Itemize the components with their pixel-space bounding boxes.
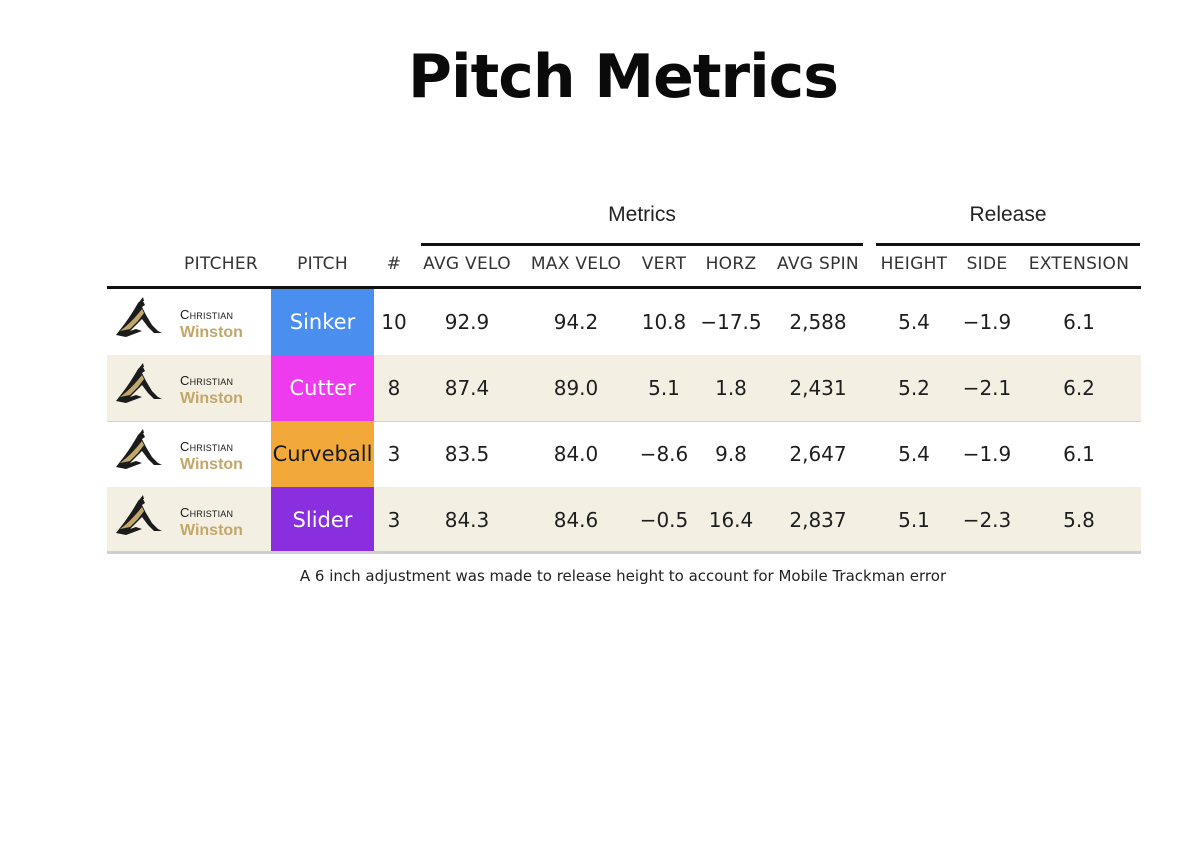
cell-max-velo: 94.2	[553, 310, 599, 334]
pitcher-last-name: Winston	[180, 324, 243, 341]
cell-avg-spin: 2,837	[789, 508, 847, 532]
pitch-type-cell: Sinker	[271, 289, 374, 355]
table-row: Christian Winston Cutter 8 87.4 89.0 5.1 1.8 2,4…	[107, 355, 1141, 421]
cell-height: 5.1	[898, 508, 930, 532]
pitcher-name: Christian Winston	[180, 372, 243, 408]
column-header-pitch: PITCH	[297, 254, 348, 274]
group-label-metrics: Metrics	[608, 203, 676, 226]
cell-avg-velo: 87.4	[444, 376, 490, 400]
cell-side: −2.1	[962, 376, 1012, 400]
group-line-metrics	[421, 243, 863, 246]
cell-avg-velo: 83.5	[444, 442, 490, 466]
cell-avg-velo: 84.3	[444, 508, 490, 532]
header-rule	[107, 286, 1141, 289]
pitcher-first-name: Christian	[180, 307, 234, 322]
column-header-horz: HORZ	[705, 254, 757, 274]
column-header-count: #	[386, 254, 402, 274]
cell-extension: 6.1	[1063, 442, 1095, 466]
pitcher-first-name: Christian	[180, 505, 234, 520]
cell-avg-spin: 2,647	[789, 442, 847, 466]
cell-avg-spin: 2,431	[789, 376, 847, 400]
pitch-type-cell: Curveball	[271, 421, 374, 487]
cell-vert: −0.5	[639, 508, 689, 532]
cell-max-velo: 84.0	[553, 442, 599, 466]
cell-height: 5.4	[898, 442, 930, 466]
pitcher-last-name: Winston	[180, 456, 243, 473]
cell-horz: 9.8	[715, 442, 747, 466]
cell-count: 8	[387, 376, 401, 400]
cell-extension: 6.1	[1063, 310, 1095, 334]
table-row: Christian Winston Slider 3 84.3 84.6 −0.5 16.4 2…	[107, 487, 1141, 553]
table-row: Christian Winston Curveball 3 83.5 84.0 −8.6 9.…	[107, 421, 1141, 487]
cell-side: −1.9	[962, 310, 1012, 334]
cell-vert: 10.8	[641, 310, 687, 334]
cell-count: 10	[381, 310, 407, 334]
pitcher-first-name: Christian	[180, 439, 234, 454]
pitch-type-cell: Cutter	[271, 355, 374, 421]
cell-max-velo: 89.0	[553, 376, 599, 400]
pitcher-first-name: Christian	[180, 373, 234, 388]
column-header-pitcher: PITCHER	[184, 254, 258, 274]
cell-max-velo: 84.6	[553, 508, 599, 532]
cell-height: 5.4	[898, 310, 930, 334]
pitcher-last-name: Winston	[180, 522, 243, 539]
cell-vert: 5.1	[648, 376, 680, 400]
column-header-max-velo: MAX VELO	[530, 254, 622, 274]
team-logo-icon	[112, 427, 164, 473]
pitcher-name: Christian Winston	[180, 504, 243, 540]
group-line-release	[876, 243, 1140, 246]
table-bottom-rule	[107, 551, 1141, 554]
cell-side: −1.9	[962, 442, 1012, 466]
team-logo-icon	[112, 361, 164, 407]
cell-extension: 5.8	[1063, 508, 1095, 532]
cell-count: 3	[387, 442, 401, 466]
column-header-height: HEIGHT	[880, 254, 948, 274]
row-divider	[107, 421, 1141, 422]
pitcher-name: Christian Winston	[180, 438, 243, 474]
pitcher-name: Christian Winston	[180, 306, 243, 342]
cell-vert: −8.6	[639, 442, 689, 466]
footnote: A 6 inch adjustment was made to release …	[299, 567, 947, 585]
cell-count: 3	[387, 508, 401, 532]
cell-avg-velo: 92.9	[444, 310, 490, 334]
column-header-extension: EXTENSION	[1028, 254, 1130, 274]
pitcher-last-name: Winston	[180, 390, 243, 407]
column-header-vert: VERT	[641, 254, 687, 274]
column-header-side: SIDE	[966, 254, 1008, 274]
cell-avg-spin: 2,588	[789, 310, 847, 334]
column-header-avg-velo: AVG VELO	[423, 254, 511, 274]
cell-horz: −17.5	[700, 310, 762, 334]
cell-extension: 6.2	[1063, 376, 1095, 400]
cell-side: −2.3	[962, 508, 1012, 532]
cell-horz: 1.8	[715, 376, 747, 400]
team-logo-icon	[112, 493, 164, 539]
group-label-release: Release	[969, 203, 1047, 226]
team-logo-icon	[112, 295, 164, 341]
cell-height: 5.2	[898, 376, 930, 400]
column-header-avg-spin: AVG SPIN	[777, 254, 859, 274]
pitch-type-cell: Slider	[271, 487, 374, 553]
page-title: Pitch Metrics	[408, 42, 839, 112]
table-row: Christian Winston Sinker 10 92.9 94.2 10.8 −17.…	[107, 289, 1141, 355]
cell-horz: 16.4	[708, 508, 754, 532]
